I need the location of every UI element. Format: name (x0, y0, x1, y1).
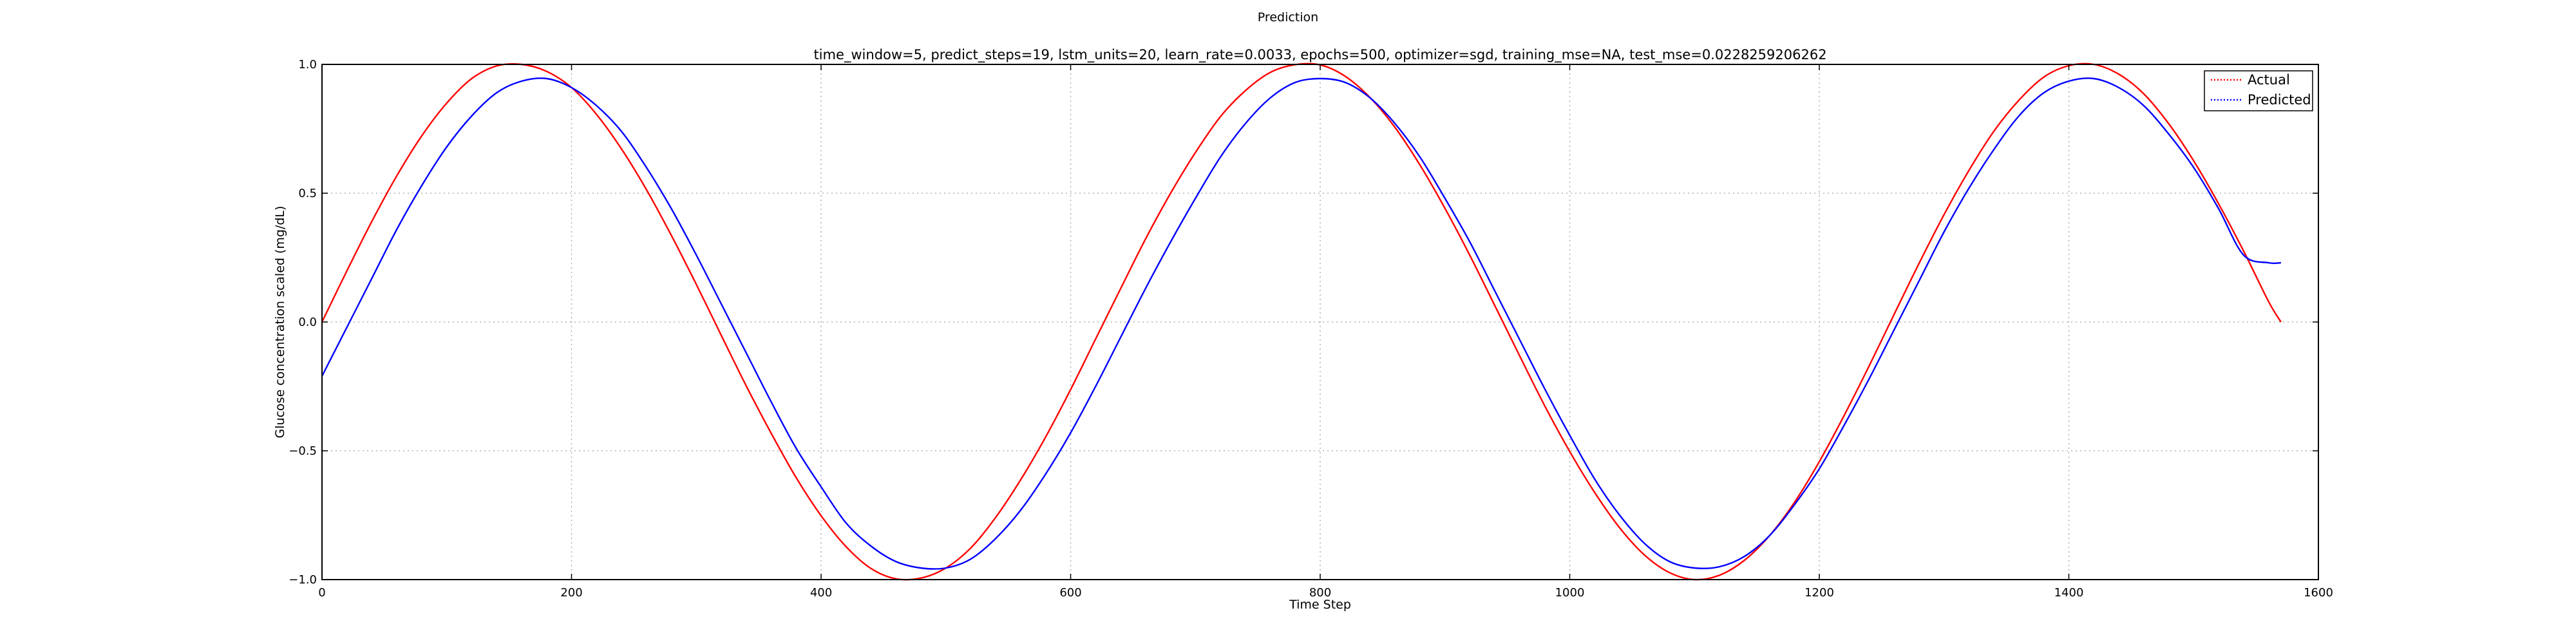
series-line-actual (321, 62, 2282, 581)
legend-label-predicted: Predicted (2248, 92, 2311, 108)
x-tick-label: 1200 (1804, 586, 1834, 600)
plot-area-frame (321, 64, 2319, 580)
grid-layer (322, 64, 2318, 580)
x-tick-label: 400 (810, 586, 832, 600)
x-tick-label: 800 (1309, 586, 1331, 600)
x-tick-label: 1400 (2054, 586, 2084, 600)
x-axis-label: Time Step (1289, 598, 1351, 612)
x-tick-label: 0 (318, 586, 325, 600)
x-tick-label: 1600 (2304, 586, 2333, 600)
legend: Actual Predicted (2204, 70, 2313, 111)
x-tick-label: 200 (560, 586, 582, 600)
y-axis-label: Glucose concentration scaled (mg/dL) (273, 206, 287, 439)
series-line-predicted (321, 77, 2281, 570)
chart-title: time_window=5, predict_steps=19, lstm_un… (813, 47, 1826, 63)
legend-label-actual: Actual (2248, 72, 2290, 88)
y-tick-label: 1.0 (298, 58, 317, 71)
series-layer (321, 62, 2282, 581)
legend-frame (2204, 70, 2313, 111)
figure-suptitle: Prediction (1258, 10, 1318, 24)
y-tick-label: 0.0 (298, 316, 317, 329)
y-tick-label: −1.0 (289, 573, 317, 587)
x-tick-label: 1000 (1555, 586, 1585, 600)
y-tick-label: 0.5 (298, 187, 317, 200)
y-tick-label: −0.5 (289, 444, 317, 458)
x-tick-label: 600 (1059, 586, 1081, 600)
tick-layer: 0 200 400 600 800 1000 1200 1400 1600 −1.0 −0.5 0.0… (289, 58, 2333, 600)
